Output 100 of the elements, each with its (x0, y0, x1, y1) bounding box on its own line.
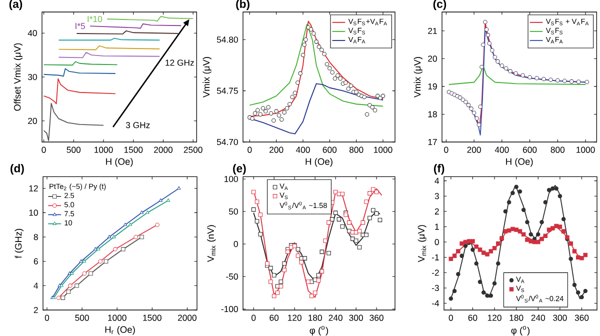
point (496, 241, 500, 246)
point (506, 200, 512, 204)
point (272, 273, 276, 278)
x-axis-title: H (Oe) (506, 158, 533, 167)
x-tick-label: 0 (44, 314, 50, 321)
point (322, 52, 326, 56)
point (276, 113, 282, 118)
point (583, 252, 588, 258)
point (292, 90, 298, 96)
point (312, 290, 318, 295)
point (278, 284, 284, 288)
point (254, 219, 260, 224)
point (503, 209, 508, 214)
point (492, 55, 498, 60)
point (66, 290, 71, 294)
x-tick-label: 1000 (576, 146, 595, 153)
point (368, 191, 372, 196)
x-tick-label: 0 (248, 146, 252, 153)
y-tick-label: 1 (435, 224, 439, 230)
point (275, 290, 280, 295)
y-tick-label: -2 (432, 270, 439, 276)
point (483, 20, 488, 24)
point (346, 86, 350, 91)
point (364, 232, 368, 238)
point (478, 248, 482, 252)
point (302, 256, 307, 260)
point (485, 252, 490, 256)
point (485, 293, 490, 298)
point (456, 272, 460, 276)
point (254, 200, 260, 204)
point (488, 293, 494, 298)
point (452, 288, 457, 294)
point (480, 42, 486, 47)
point (464, 100, 468, 104)
y-tick-label: -100 (221, 306, 238, 312)
x-tick-label: 60 (270, 314, 279, 321)
x-tick-label: 240 (328, 314, 342, 321)
point (306, 280, 310, 284)
x-tick-label: 1000 (374, 146, 392, 153)
point (350, 236, 355, 241)
point (284, 106, 290, 110)
point (79, 259, 84, 263)
point (70, 271, 74, 275)
point (112, 234, 116, 238)
point (500, 63, 504, 68)
x-tick-label: 360 (574, 314, 589, 321)
y-tick-label: 2 (434, 208, 439, 214)
chart-title: (c) (433, 0, 446, 10)
y-axis-title: Offset Vmix (μV) (14, 43, 22, 111)
point (469, 106, 474, 111)
point (347, 220, 352, 225)
point (514, 228, 518, 232)
point (256, 108, 260, 112)
x-tick-label: 360 (370, 314, 384, 321)
point (561, 216, 566, 222)
point (82, 271, 87, 276)
x-axis-title: φ ($^{o}$) (310, 326, 328, 336)
y-tick-label: 50 (229, 208, 238, 215)
point (338, 76, 342, 81)
y-tick-label: 12 (29, 185, 38, 192)
point (481, 250, 486, 255)
point (546, 188, 552, 192)
point (290, 94, 294, 100)
y-tick-label: 18 (428, 111, 437, 118)
x-tick-label: 600 (322, 146, 337, 153)
point (354, 238, 358, 243)
point (550, 186, 555, 191)
point (546, 228, 552, 232)
point (268, 280, 273, 284)
point (364, 112, 370, 116)
point (258, 112, 262, 116)
point (514, 71, 518, 76)
point (344, 80, 348, 85)
point (492, 281, 497, 286)
point (528, 232, 533, 237)
x-tick-label: 800 (349, 146, 364, 153)
point (333, 210, 338, 215)
point (488, 249, 494, 254)
point (300, 52, 306, 58)
point (525, 238, 530, 242)
y-tick-label: 2 (34, 306, 38, 314)
point (340, 192, 345, 196)
point (371, 187, 376, 192)
point (258, 232, 263, 236)
chart-title: (e) (233, 164, 246, 175)
point (302, 42, 306, 47)
point (93, 247, 98, 250)
point (340, 224, 345, 229)
point (520, 73, 525, 78)
point (104, 259, 108, 264)
y-tick-label: -4 (432, 300, 440, 306)
point (146, 210, 150, 214)
point (580, 256, 584, 260)
point (332, 76, 338, 81)
point (558, 194, 562, 198)
point (504, 66, 508, 71)
point (476, 122, 482, 127)
point (336, 73, 340, 78)
point (326, 220, 331, 225)
point (320, 269, 324, 274)
